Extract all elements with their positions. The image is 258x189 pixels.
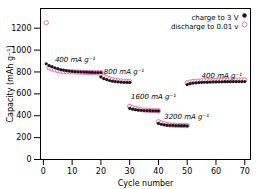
svg-text:30: 30 bbox=[125, 167, 135, 176]
svg-text:400 mA g⁻¹: 400 mA g⁻¹ bbox=[202, 72, 243, 80]
svg-text:800: 800 bbox=[16, 68, 31, 77]
svg-text:400: 400 bbox=[16, 111, 31, 120]
svg-text:1600 mA g⁻¹: 1600 mA g⁻¹ bbox=[131, 93, 176, 101]
svg-text:0: 0 bbox=[41, 167, 46, 176]
svg-text:10: 10 bbox=[67, 167, 77, 176]
svg-text:800 mA g⁻¹: 800 mA g⁻¹ bbox=[104, 68, 145, 76]
svg-text:Capacity (mAh g⁻¹): Capacity (mAh g⁻¹) bbox=[6, 45, 15, 122]
svg-text:50: 50 bbox=[182, 167, 192, 176]
svg-text:70: 70 bbox=[240, 167, 250, 176]
svg-text:20: 20 bbox=[96, 167, 106, 176]
svg-text:40: 40 bbox=[153, 167, 163, 176]
svg-text:1000: 1000 bbox=[11, 45, 32, 55]
svg-text:Cycle number: Cycle number bbox=[118, 179, 174, 188]
svg-text:60: 60 bbox=[211, 167, 221, 176]
svg-text:3200 mA g⁻¹: 3200 mA g⁻¹ bbox=[164, 113, 209, 121]
svg-text:1200: 1200 bbox=[11, 24, 31, 33]
svg-text:200: 200 bbox=[16, 133, 31, 142]
svg-text:0: 0 bbox=[26, 155, 31, 164]
svg-text:charge to 3 V: charge to 3 V bbox=[191, 14, 238, 22]
svg-text:600: 600 bbox=[16, 89, 31, 98]
svg-text:400 mA g⁻¹: 400 mA g⁻¹ bbox=[55, 56, 96, 64]
svg-text:discharge to 0.01 v: discharge to 0.01 v bbox=[171, 23, 239, 31]
